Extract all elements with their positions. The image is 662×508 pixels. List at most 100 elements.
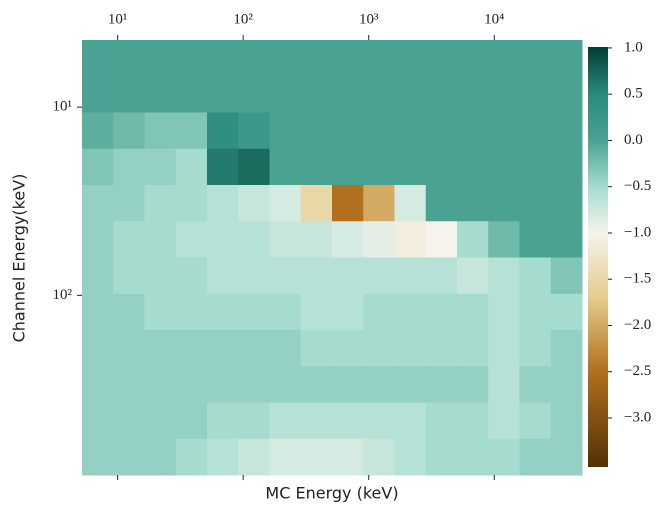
heat-cell bbox=[425, 257, 458, 295]
heat-cell bbox=[363, 40, 395, 77]
heat-cell bbox=[207, 438, 239, 476]
heat-cell bbox=[363, 330, 395, 367]
colorbar-tick-label: −0.5 bbox=[624, 178, 651, 194]
heat-cell bbox=[82, 438, 114, 476]
heat-cell bbox=[82, 112, 114, 150]
heat-cell bbox=[269, 257, 302, 295]
heat-cell bbox=[457, 257, 489, 295]
heat-cell bbox=[113, 293, 145, 331]
heat-cell bbox=[457, 148, 489, 186]
heat-cell bbox=[488, 366, 520, 403]
heat-cell bbox=[332, 402, 364, 440]
heat-cell bbox=[550, 40, 583, 77]
heat-cell bbox=[82, 185, 114, 222]
heat-cell bbox=[175, 185, 208, 222]
heat-cell bbox=[238, 221, 270, 258]
heat-cell bbox=[363, 402, 395, 440]
heat-cell bbox=[550, 257, 583, 295]
heat-cell bbox=[332, 76, 364, 113]
heat-cell bbox=[394, 293, 427, 331]
heat-cell bbox=[207, 293, 239, 331]
heat-cell bbox=[488, 221, 520, 258]
heat-cell bbox=[269, 148, 302, 186]
heat-cell bbox=[488, 257, 520, 295]
heat-cell bbox=[300, 40, 333, 77]
heat-cell bbox=[363, 112, 395, 150]
heat-cell bbox=[238, 402, 270, 440]
heat-cell bbox=[550, 366, 583, 403]
heat-cell bbox=[300, 293, 333, 331]
heat-cell bbox=[207, 148, 239, 186]
y-tick-label: 10² bbox=[53, 287, 73, 303]
heat-cell bbox=[457, 221, 489, 258]
x-tick-label: 10³ bbox=[359, 11, 379, 27]
heat-cell bbox=[300, 366, 333, 403]
heat-cell bbox=[332, 40, 364, 77]
heat-cell bbox=[332, 221, 364, 258]
heat-cell bbox=[519, 293, 552, 331]
heat-cell bbox=[550, 438, 583, 476]
heat-cell bbox=[488, 330, 520, 367]
heat-cell bbox=[175, 40, 208, 77]
heat-cell bbox=[394, 402, 427, 440]
heat-cell bbox=[332, 330, 364, 367]
heat-cell bbox=[113, 148, 145, 186]
heat-cell bbox=[113, 438, 145, 476]
heat-cell bbox=[207, 40, 239, 77]
heat-cell bbox=[519, 185, 552, 222]
heat-cell bbox=[82, 257, 114, 295]
heat-cell bbox=[425, 185, 458, 222]
heat-cell bbox=[113, 40, 145, 77]
heat-cell bbox=[144, 112, 177, 150]
heat-cell bbox=[113, 185, 145, 222]
heat-cell bbox=[394, 40, 427, 77]
y-axis-label: Channel Energy(keV) bbox=[10, 174, 29, 343]
heat-cell bbox=[269, 112, 302, 150]
heat-cell bbox=[238, 76, 270, 113]
heat-cell bbox=[363, 76, 395, 113]
heat-cell bbox=[175, 148, 208, 186]
heat-cell bbox=[175, 112, 208, 150]
x-tick-label: 10² bbox=[233, 11, 253, 27]
heat-cell bbox=[519, 402, 552, 440]
heat-cell bbox=[144, 148, 177, 186]
heat-cell bbox=[113, 402, 145, 440]
heat-cell bbox=[144, 76, 177, 113]
colorbar-tick-label: 0.5 bbox=[624, 86, 643, 102]
heat-cell bbox=[425, 402, 458, 440]
heat-cell bbox=[519, 76, 552, 113]
x-axis-label: MC Energy (keV) bbox=[265, 484, 398, 503]
heat-cell bbox=[238, 185, 270, 222]
heat-cell bbox=[300, 112, 333, 150]
heat-cell bbox=[207, 257, 239, 295]
heat-cell bbox=[550, 221, 583, 258]
heat-cell bbox=[300, 402, 333, 440]
heat-cell bbox=[300, 257, 333, 295]
x-tick-label: 10⁴ bbox=[484, 11, 504, 27]
heat-cell bbox=[113, 112, 145, 150]
heat-cell bbox=[519, 221, 552, 258]
heat-cell bbox=[457, 402, 489, 440]
heat-cell bbox=[113, 257, 145, 295]
heat-cell bbox=[113, 76, 145, 113]
heat-cell bbox=[82, 293, 114, 331]
heat-cell bbox=[457, 366, 489, 403]
y-tick-label: 10¹ bbox=[53, 99, 73, 115]
heat-cell bbox=[207, 112, 239, 150]
heat-cell bbox=[425, 76, 458, 113]
heat-cell bbox=[144, 330, 177, 367]
heat-cell bbox=[175, 402, 208, 440]
colorbar-tick-label: 1.0 bbox=[624, 39, 643, 55]
heat-cell bbox=[207, 221, 239, 258]
heat-cell bbox=[269, 438, 302, 476]
heat-cell bbox=[488, 40, 520, 77]
x-tick-label: 10¹ bbox=[108, 11, 128, 27]
heat-cell bbox=[519, 40, 552, 77]
colorbar-tick-label: −2.5 bbox=[624, 363, 651, 379]
heat-cell bbox=[82, 148, 114, 186]
heat-cell bbox=[550, 76, 583, 113]
heat-cell bbox=[488, 76, 520, 113]
heat-cell bbox=[238, 112, 270, 150]
heat-cell bbox=[332, 148, 364, 186]
heat-cell bbox=[82, 40, 114, 77]
